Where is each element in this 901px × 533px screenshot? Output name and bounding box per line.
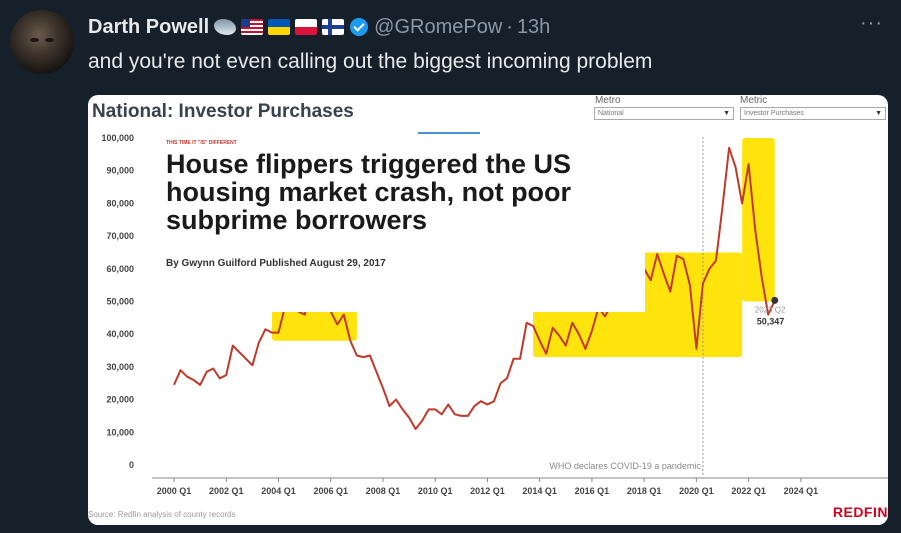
finland-flag-icon <box>322 19 345 35</box>
tweet-text: and you're not even calling out the bigg… <box>88 50 653 73</box>
us-flag-icon <box>241 19 264 35</box>
display-name[interactable]: Darth Powell <box>88 15 210 38</box>
y-tick-label: 80,000 <box>106 198 134 208</box>
last-point-period-label: 2023 Q2 <box>755 305 786 314</box>
x-tick-label: 2002 Q1 <box>209 486 244 496</box>
y-tick-label: 10,000 <box>106 427 134 437</box>
timestamp[interactable]: 13h <box>516 15 551 38</box>
x-tick-label: 2020 Q1 <box>679 486 714 496</box>
y-tick-label: 90,000 <box>106 166 134 176</box>
metro-dropdown[interactable]: National ▼ <box>594 107 734 120</box>
metro-label: Metro <box>595 95 621 106</box>
shark-emoji-icon <box>214 19 237 35</box>
poland-flag-icon <box>295 19 318 35</box>
redfin-logo: REDFIN <box>832 504 888 520</box>
metric-value: Investor Purchases <box>744 110 804 117</box>
separator-dot: · <box>506 15 513 38</box>
y-tick-label: 70,000 <box>106 231 134 241</box>
x-tick-label: 2024 Q1 <box>784 486 819 496</box>
y-tick-label: 100,000 <box>101 133 134 143</box>
chart-title: National: Investor Purchases <box>92 101 354 122</box>
chevron-down-icon: ▼ <box>723 110 730 117</box>
series-line <box>173 146 776 430</box>
x-tick-label: 2004 Q1 <box>261 486 296 496</box>
y-tick-label: 20,000 <box>106 395 134 405</box>
metric-label: Metric <box>740 95 768 106</box>
x-tick-label: 2006 Q1 <box>313 486 348 496</box>
avatar-eye-right <box>45 38 54 42</box>
y-tick-label: 50,000 <box>106 297 134 307</box>
avatar[interactable] <box>10 10 74 74</box>
x-tick-label: 2008 Q1 <box>366 486 401 496</box>
x-tick-label: 2000 Q1 <box>157 486 192 496</box>
x-tick-label: 2016 Q1 <box>575 486 610 496</box>
y-tick-label: 60,000 <box>106 264 134 274</box>
verified-badge-icon <box>350 18 369 36</box>
article-byline: By Gwynn Guilford Published August 29, 2… <box>166 258 386 269</box>
article-headline: House flippers triggered the US housing … <box>166 149 572 235</box>
tweet-media-image[interactable]: 0 10,000 20,000 30,000 40,000 50,000 60,000 70,… <box>88 95 888 525</box>
metro-value: National <box>598 110 624 117</box>
x-tick-label: 2012 Q1 <box>470 486 505 496</box>
tweet-header: Darth Powell @GRomePow · 13h <box>88 14 550 40</box>
article-rule <box>418 132 480 134</box>
article-clipping: THIS TIME IT "IS" DIFFERENT House flippe… <box>162 132 645 312</box>
x-tick-label: 2018 Q1 <box>627 486 662 496</box>
ukraine-flag-icon <box>268 19 291 35</box>
metric-dropdown[interactable]: Investor Purchases ▼ <box>740 107 886 120</box>
y-tick-label: 30,000 <box>106 362 134 372</box>
last-data-point <box>771 296 779 304</box>
y-tick-label: 40,000 <box>106 329 134 339</box>
chevron-down-icon: ▼ <box>875 110 882 117</box>
highlight-span-2 <box>742 138 775 302</box>
x-tick-label: 2014 Q1 <box>522 486 557 496</box>
avatar-eye-left <box>30 38 39 42</box>
x-tick-label: 2010 Q1 <box>418 486 453 496</box>
user-handle[interactable]: @GRomePow <box>374 15 503 38</box>
article-kicker: THIS TIME IT "IS" DIFFERENT <box>166 140 237 146</box>
source-note: Source: Redfin analysis of county record… <box>88 510 236 519</box>
last-point-value-label: 50,347 <box>757 316 785 326</box>
y-tick-label: 0 <box>129 460 134 470</box>
x-tick-label: 2022 Q1 <box>731 486 766 496</box>
more-options-icon[interactable]: ··· <box>860 12 883 34</box>
covid-event-label: WHO declares COVID-19 a pandemic <box>549 461 701 471</box>
